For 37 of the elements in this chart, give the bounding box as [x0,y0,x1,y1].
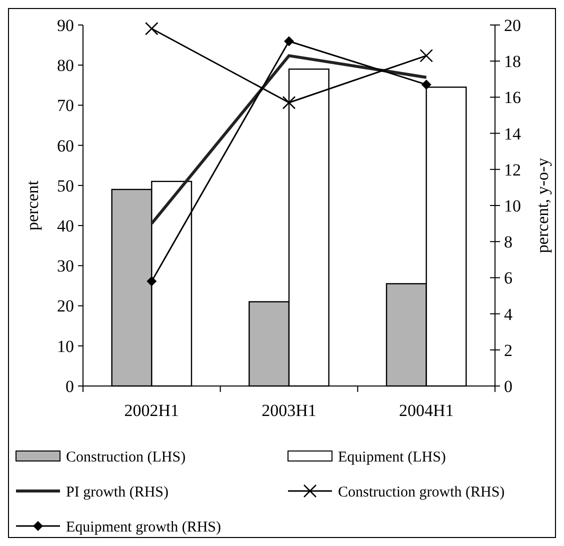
y-tick-label: 10 [57,336,74,356]
legend-label: Equipment growth (RHS) [66,519,221,536]
y2-tick-label: 12 [504,160,521,180]
y-tick-label: 50 [57,176,74,196]
point [146,276,157,286]
legend-label: Equipment (LHS) [338,449,446,466]
y2-axis-title: percent, y-o-y [533,157,552,254]
y-tick-label: 30 [57,256,74,276]
y2-tick-label: 10 [504,196,521,216]
y2-tick-label: 6 [504,268,512,288]
y-tick-label: 40 [57,216,74,236]
point [282,96,296,110]
y-tick-label: 70 [57,96,74,116]
point [420,49,433,62]
y-tick-label: 0 [66,376,74,396]
point [421,80,432,90]
y2-tick-label: 4 [504,304,513,324]
y2-tick-label: 8 [504,232,512,252]
y-tick-label: 20 [57,296,74,316]
y2-tick-label: 14 [504,124,522,144]
x-tick-label: 2003H1 [262,401,316,420]
y2-tick-label: 18 [504,52,521,72]
legend-label: Construction growth (RHS) [338,484,505,500]
y2-tick-label: 16 [504,88,521,108]
point [145,22,158,36]
y2-tick-label: 2 [504,340,512,360]
y-axis-title: percent [23,180,42,231]
y2-tick-label: 20 [504,16,521,35]
y-tick-label: 90 [57,16,74,35]
legend-label: Construction (LHS) [66,449,186,466]
y2-tick-label: 0 [504,376,512,396]
x-tick-label: 2002H1 [124,401,180,420]
x-tick-label: 2004H1 [398,401,454,420]
y-tick-label: 80 [57,56,74,76]
point [284,36,294,46]
y-tick-label: 60 [57,136,74,156]
legend-label: PI growth (RHS) [66,484,169,500]
